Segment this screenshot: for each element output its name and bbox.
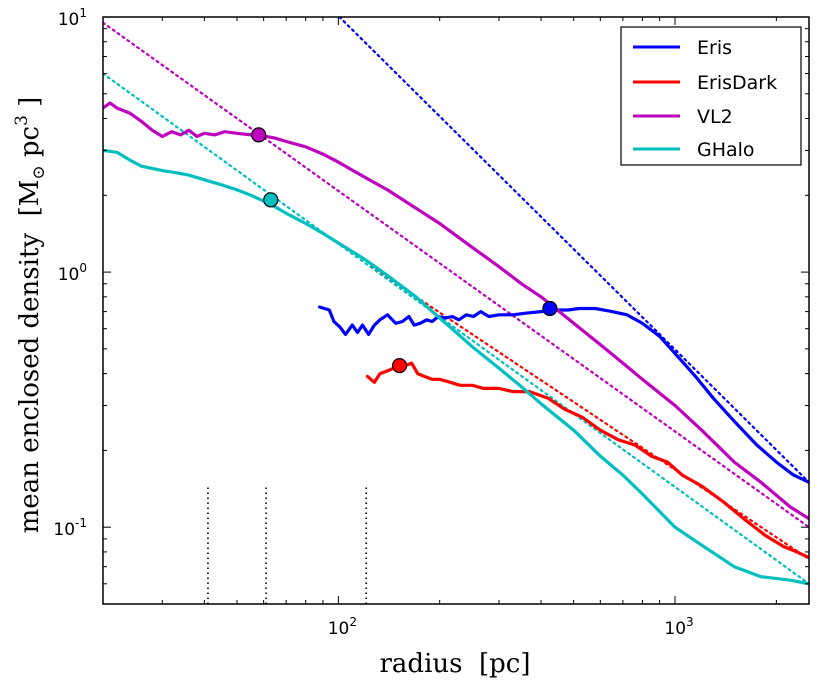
x-tick-labels: 102 103 — [328, 615, 694, 639]
y-tick-labels: 10-1 100 101 — [53, 6, 87, 540]
y-tick-label-1: 100 — [58, 261, 87, 285]
legend-label-eris: Eris — [697, 37, 732, 59]
series-line-erisdark — [365, 361, 809, 560]
marker-vl2 — [251, 127, 267, 143]
legend-label-ghalo: GHalo — [697, 139, 755, 161]
series-line-ghalo — [103, 148, 809, 586]
plot-frame — [102, 16, 810, 605]
series-lines — [103, 101, 809, 586]
x-tick-label-1000: 103 — [664, 615, 693, 639]
marker-eris — [542, 300, 558, 317]
series-markers — [251, 127, 558, 374]
y-tick-label-0.1: 10-1 — [53, 516, 87, 540]
y-axis-label: mean enclosed density [M⊙ pc3 ] — [12, 97, 49, 534]
y-tick-label-10: 101 — [58, 6, 87, 30]
marker-erisdark — [391, 358, 408, 374]
dotted-fit-eris — [337, 17, 809, 484]
legend-box — [620, 26, 802, 166]
x-tick-label-100: 102 — [328, 615, 357, 639]
marker-ghalo — [263, 192, 279, 208]
resolution-markers — [207, 486, 368, 604]
series-line-vl2 — [103, 101, 809, 521]
legend-label-erisdark: ErisDark — [697, 72, 777, 94]
dotted-fit-erisdark — [369, 265, 809, 561]
x-axis-label: radius [pc] — [380, 649, 531, 679]
dotted-fit-ghalo — [103, 72, 809, 585]
legend-label-vl2: VL2 — [697, 106, 733, 128]
dotted-fit-vl2 — [103, 21, 809, 529]
legend: Eris ErisDark VL2 GHalo — [620, 26, 802, 166]
axis-ticks — [102, 16, 809, 605]
series-line-eris — [318, 305, 809, 484]
